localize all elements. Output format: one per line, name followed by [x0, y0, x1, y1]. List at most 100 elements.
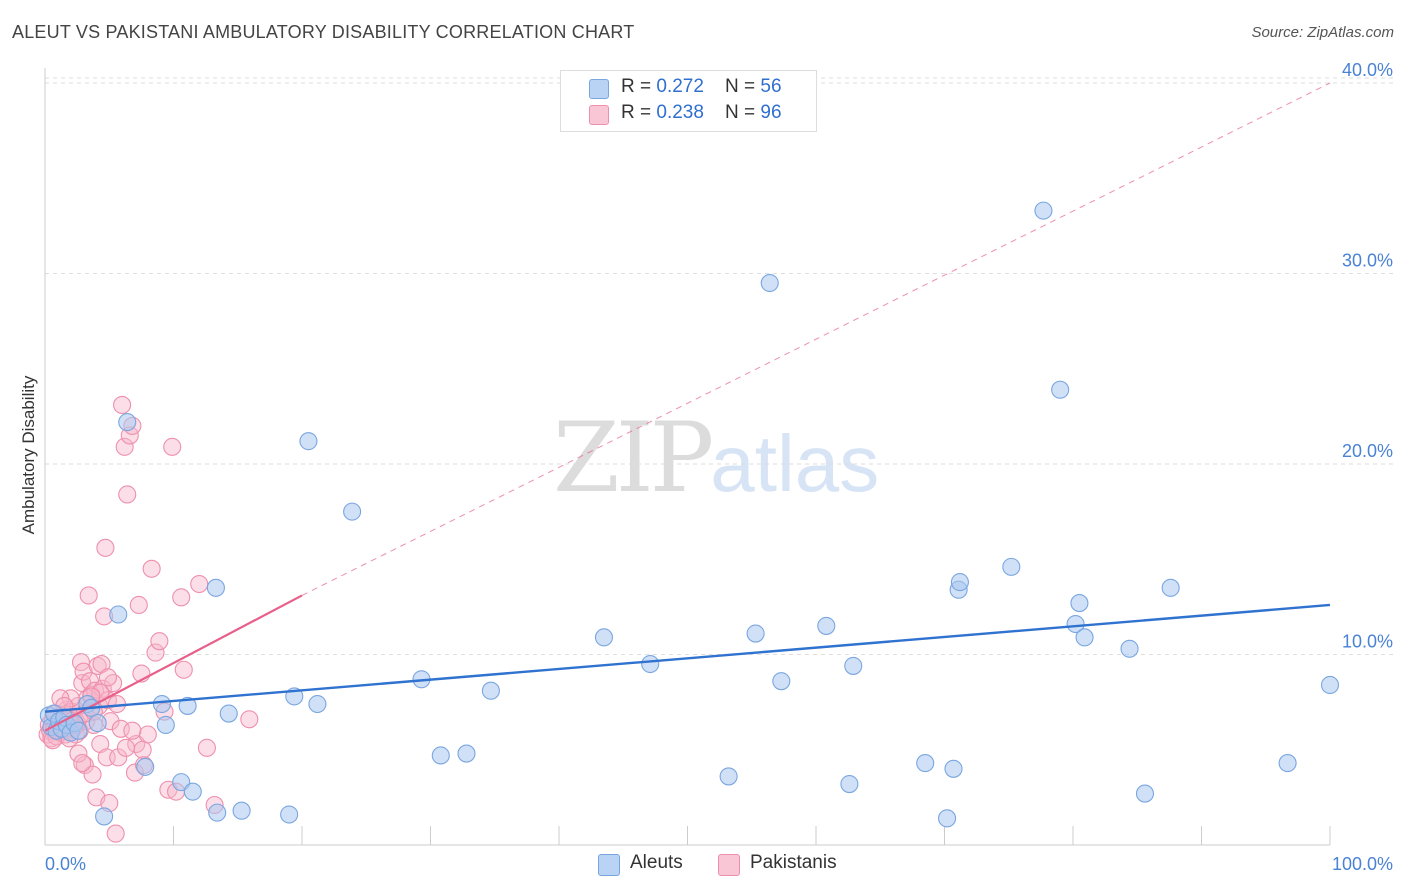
pakistani-point — [150, 632, 169, 651]
aleut-point — [109, 605, 128, 624]
legend-n-label: N = — [725, 76, 761, 97]
aleut-point — [208, 803, 227, 822]
aleut-point — [817, 616, 836, 635]
aleut-point — [746, 624, 765, 643]
aleut-point — [916, 754, 935, 773]
aleut-point — [152, 694, 171, 714]
legend-n-value-aleuts: 56 — [760, 76, 782, 97]
pakistani-point — [116, 738, 136, 757]
aleuts-legend-label: Aleuts — [630, 852, 683, 873]
gridlines — [45, 77, 1395, 655]
legend-r-label: R = — [621, 102, 657, 123]
pakistani-point — [75, 755, 94, 775]
aleut-point — [1161, 578, 1180, 597]
y-axis-label: Ambulatory Disability — [19, 375, 38, 534]
pakistani-point — [115, 437, 134, 456]
aleut-point — [308, 694, 327, 714]
pakistani-point — [83, 765, 102, 784]
aleuts-points — [39, 201, 1340, 828]
x-tick-label-min: 0.0% — [45, 854, 86, 874]
aleut-point — [594, 628, 614, 647]
y-tick-label: 40.0% — [1342, 60, 1393, 80]
aleut-point — [1135, 784, 1155, 803]
aleut-point — [641, 654, 660, 674]
aleut-point — [88, 714, 107, 733]
pakistani-point — [113, 395, 132, 414]
aleut-point — [1002, 557, 1021, 576]
pakistani-point — [190, 574, 209, 594]
aleut-point — [1070, 594, 1089, 613]
aleut-point — [1034, 201, 1053, 220]
pakistani-point — [69, 744, 88, 763]
aleut-point — [69, 721, 88, 740]
aleut-point — [343, 502, 362, 521]
aleut-point — [760, 273, 779, 293]
pakistani-point — [118, 485, 137, 504]
pakistani-point — [123, 721, 142, 740]
pakistani-point — [197, 738, 216, 757]
pakistanis-swatch — [589, 105, 609, 125]
legend-r-label: R = — [621, 76, 657, 97]
aleut-point — [178, 696, 197, 715]
aleut-point — [1051, 380, 1070, 399]
watermark-zip: ZIP — [553, 402, 714, 514]
pakistani-point — [79, 586, 98, 605]
pakistani-point — [111, 719, 130, 738]
pakistani-point — [129, 595, 148, 615]
pakistani-point — [240, 710, 259, 729]
watermark-atlas: atlas — [710, 419, 880, 508]
aleut-point — [183, 782, 202, 801]
axis-labels: 10.0% 20.0% 30.0% 40.0% 0.0% 100.0% Ambulatory… — [19, 60, 1393, 874]
zipatlas-watermark: ZIPatlas — [553, 402, 879, 514]
chart-title: ALEUT VS PAKISTANI AMBULATORY DISABILITY… — [12, 22, 635, 42]
y-tick-label: 20.0% — [1342, 441, 1393, 461]
aleut-trendline — [44, 603, 1331, 713]
aleuts-swatch — [589, 79, 609, 99]
aleut-point — [1320, 675, 1340, 695]
pakistani-point — [163, 437, 182, 456]
aleut-point — [457, 744, 476, 763]
legend-r-value-aleuts: 0.272 — [656, 76, 704, 97]
pakistani-point — [106, 824, 125, 843]
aleut-point — [1278, 754, 1297, 773]
aleut-point — [1120, 639, 1139, 658]
aleut-point — [299, 432, 318, 451]
pakistani-point — [133, 740, 152, 759]
chart-source: Source: ZipAtlas.com — [1251, 24, 1394, 41]
pakistani-point — [174, 660, 193, 679]
correlation-legend: R = 0.272 N = 56 R = 0.238 N = 96 — [560, 70, 817, 132]
legend-r-value-pakistanis: 0.238 — [656, 102, 704, 123]
aleut-point — [118, 413, 137, 432]
aleut-point — [938, 809, 957, 828]
aleut-point — [156, 715, 175, 735]
aleuts-legend-swatch — [598, 854, 620, 876]
aleut-point — [844, 656, 863, 675]
aleut-point — [950, 573, 969, 592]
aleut-point — [95, 807, 114, 826]
aleut-point — [219, 704, 238, 723]
aleut-point — [1066, 614, 1085, 634]
pakistani-point — [142, 559, 161, 578]
pakistani-point — [61, 689, 80, 708]
aleut-point — [206, 578, 225, 597]
pakistani-point — [98, 668, 118, 687]
axes — [44, 68, 1331, 846]
aleut-point — [481, 681, 500, 700]
aleut-point — [136, 757, 155, 776]
aleut-point — [232, 801, 251, 820]
pakistanis-legend-label: Pakistanis — [750, 852, 837, 873]
pakistani-point — [146, 643, 165, 662]
pakistani-point — [109, 748, 128, 767]
legend-n-label: N = — [725, 102, 761, 123]
pakistani-point — [138, 725, 157, 744]
trendlines — [44, 82, 1331, 732]
pakistani-point — [96, 538, 115, 557]
pakistani-trendline-extension — [301, 82, 1331, 596]
y-tick-label: 10.0% — [1342, 632, 1393, 652]
aleut-point — [840, 774, 859, 794]
aleut-point — [772, 672, 791, 691]
y-tick-label: 30.0% — [1342, 251, 1393, 271]
legend-n-value-pakistanis: 96 — [760, 102, 782, 123]
aleut-point — [1075, 628, 1094, 647]
aleut-point — [944, 759, 963, 778]
